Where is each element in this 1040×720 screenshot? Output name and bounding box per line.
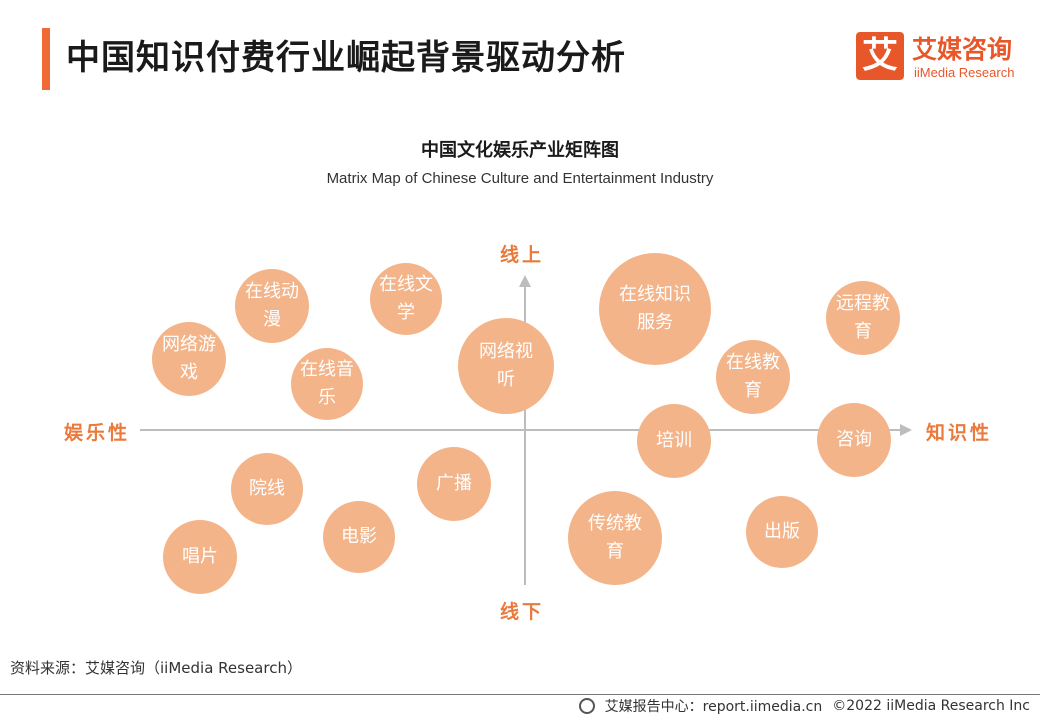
vertical-axis-arrow [519,275,531,287]
logo-english-name: iiMedia Research [914,65,1015,80]
iimedia-logo: 艾 艾媒咨询 iiMedia Research [856,30,1026,86]
bubble-training: 培训 [637,404,711,478]
bubble-online-knowledge-service: 在线知识服务 [599,253,711,365]
bubble-online-music: 在线音乐 [291,348,363,420]
bubble-movie: 电影 [323,501,395,573]
bubble-online-literature: 在线文学 [370,263,442,335]
page-title: 中国知识付费行业崛起背景驱动分析 [66,38,626,78]
bubble-records: 唱片 [163,520,237,594]
bubble-remote-education: 远程教育 [826,281,900,355]
bubble-online-games: 网络游戏 [152,322,226,396]
axis-label-top: 线上 [500,244,545,266]
diagram-title: 中国文化娱乐产业矩阵图 [421,140,619,161]
footer-copyright: ©2022 iiMedia Research Inc [832,698,1030,714]
axis-label-left: 娱乐性 [64,422,131,444]
bubble-publishing: 出版 [746,496,818,568]
bubble-online-education: 在线教育 [716,340,790,414]
horizontal-axis-arrow [900,424,912,436]
axis-label-right: 知识性 [926,422,993,444]
source-note: 资料来源：艾媒咨询（iiMedia Research） [10,659,302,677]
title-accent-bar [42,28,50,90]
globe-icon [578,698,595,714]
footer-divider [0,694,1040,695]
bubble-online-anime: 在线动漫 [235,269,309,343]
footer: 艾媒报告中心：report.iimedia.cn ©2022 iiMedia R… [578,696,1030,716]
bubble-consulting: 咨询 [817,403,891,477]
bubble-cinema: 院线 [231,453,303,525]
footer-report-link[interactable]: 艾媒报告中心：report.iimedia.cn [604,699,823,715]
bubble-online-video: 网络视听 [458,318,554,414]
logo-mark: 艾 [856,32,904,80]
axis-label-bottom: 线下 [500,601,545,623]
diagram-subtitle: Matrix Map of Chinese Culture and Entert… [326,170,714,187]
bubble-radio: 广播 [417,447,491,521]
bubble-traditional-education: 传统教育 [568,491,662,585]
logo-chinese-name: 艾媒咨询 [912,35,1013,64]
